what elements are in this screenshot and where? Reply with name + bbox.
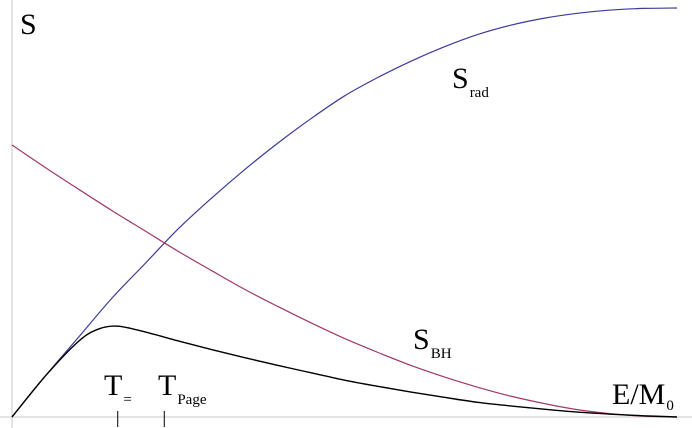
x-axis-title-base: E/M [612,378,666,411]
series-label-s-rad-base: S [452,62,469,95]
x-tick-label-t-page-subscript: Page [177,392,207,408]
series-label-s-rad: Srad [452,64,489,101]
series-label-s-bh-subscript: BH [430,346,452,362]
x-tick-label-t-equal: T= [104,371,132,408]
x-tick-marks [117,411,165,427]
x-axis-title-subscript: 0 [666,398,674,414]
y-axis-title: S [20,8,37,41]
x-tick-label-t-page: TPage [158,371,207,408]
x-axis-title: E/M0 [612,380,674,414]
series-layer [11,7,678,418]
x-tick-label-t-equal-base: T [104,369,123,402]
series-line-s-rad [11,7,678,418]
series-line-s [11,325,678,418]
series-label-s-bh: SBH [413,325,452,362]
series-label-s-rad-subscript: rad [469,85,489,101]
x-tick-label-t-page-base: T [158,369,177,402]
series-label-s-bh-base: S [413,323,430,356]
x-tick-label-t-equal-subscript: = [123,392,132,408]
series-line-s-bh [11,144,678,418]
